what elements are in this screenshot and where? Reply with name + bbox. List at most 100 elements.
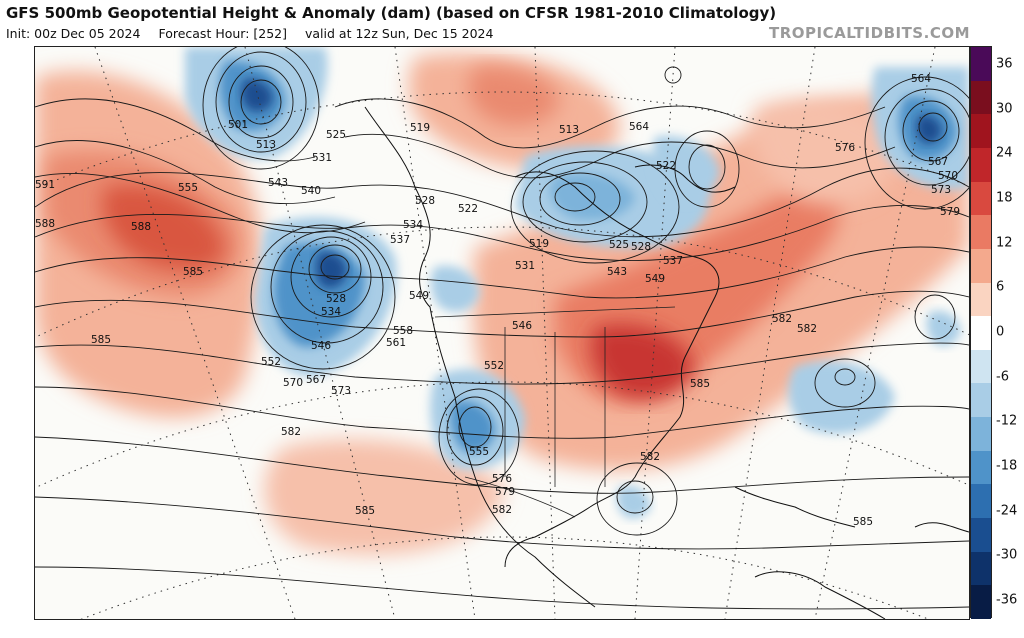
colorbar-segment xyxy=(971,114,991,149)
contour-label: 528 xyxy=(415,195,435,207)
contour-label: 531 xyxy=(515,260,535,272)
contour-label: 558 xyxy=(393,325,413,337)
contour-label: 582 xyxy=(492,504,512,516)
contour-label: 567 xyxy=(306,374,326,386)
contour-label: 546 xyxy=(311,340,331,352)
contour-label: 585 xyxy=(690,378,710,390)
contour-label: 588 xyxy=(35,218,55,230)
contour-label: 549 xyxy=(645,273,665,285)
contour-label: 528 xyxy=(326,293,346,305)
colorbar-label: -24 xyxy=(996,503,1018,519)
init-time: Init: 00z Dec 05 2024 xyxy=(6,26,141,41)
contour-label: 591 xyxy=(35,179,55,191)
colorbar-label: 12 xyxy=(996,235,1013,251)
contour-label: 570 xyxy=(283,377,303,389)
coastlines xyxy=(364,106,969,619)
colorbar-label: -18 xyxy=(996,458,1018,474)
contour-label: 582 xyxy=(797,323,817,335)
contour-label: 576 xyxy=(835,142,855,154)
colorbar-segment xyxy=(971,417,991,452)
colorbar-segment xyxy=(971,551,991,586)
contour-label: 537 xyxy=(390,234,410,246)
colorbar-label: -12 xyxy=(996,413,1018,429)
colorbar-label: 36 xyxy=(996,56,1013,72)
contour-label: 564 xyxy=(629,121,649,133)
contour-label: 579 xyxy=(495,486,515,498)
colorbar-segment xyxy=(971,316,991,351)
colorbar-segment xyxy=(971,80,991,115)
colorbar-segment xyxy=(971,585,991,620)
positive-anomaly-shading xyxy=(35,53,969,555)
contour-label: 552 xyxy=(484,360,504,372)
contour-label: 567 xyxy=(928,156,948,168)
contour-label: 519 xyxy=(529,238,549,250)
contour-label: 582 xyxy=(772,313,792,325)
contour-label: 525 xyxy=(326,129,346,141)
colorbar-label: -6 xyxy=(996,369,1009,385)
contour-label: 588 xyxy=(131,221,151,233)
colorbar-segment xyxy=(971,248,991,284)
contour-labels: 591 588 588 585 585 585 585 582 582 582 … xyxy=(35,73,960,528)
colorbar-label: -36 xyxy=(996,592,1018,608)
colorbar-segment xyxy=(971,349,991,384)
colorbar-segment xyxy=(971,383,991,418)
contour-label: 585 xyxy=(91,334,111,346)
contour-label: 534 xyxy=(403,219,423,231)
contour-label: 513 xyxy=(559,124,579,136)
contour-label: 525 xyxy=(609,239,629,251)
contour-label: 522 xyxy=(458,203,478,215)
contour-label: 582 xyxy=(281,426,301,438)
contour-label: 576 xyxy=(492,473,512,485)
contour-label: 585 xyxy=(853,516,873,528)
anomaly-map: 591 588 588 585 585 585 585 582 582 582 … xyxy=(34,46,970,620)
contour-label: 552 xyxy=(261,356,281,368)
colorbar-segment xyxy=(971,450,991,485)
contour-label: 561 xyxy=(386,337,406,349)
contour-label: 546 xyxy=(512,320,532,332)
colorbar-segment xyxy=(971,282,991,317)
contour-label: 522 xyxy=(656,160,676,172)
colorbar-label: 18 xyxy=(996,190,1013,206)
forecast-hour: Forecast Hour: [252] xyxy=(158,26,288,41)
colorbar-label: 24 xyxy=(996,145,1013,161)
contour-label: 537 xyxy=(663,255,683,267)
colorbar xyxy=(970,46,992,620)
colorbar-segment xyxy=(971,47,991,82)
contour-label: 519 xyxy=(410,122,430,134)
colorbar-segment xyxy=(971,147,991,183)
chart-subtitle: Init: 00z Dec 05 2024 Forecast Hour: [25… xyxy=(6,26,507,41)
colorbar-segment xyxy=(971,181,991,216)
contour-label: 555 xyxy=(469,446,489,458)
contour-label: 555 xyxy=(178,182,198,194)
contour-label: 579 xyxy=(940,206,960,218)
valid-time: valid at 12z Sun, Dec 15 2024 xyxy=(305,26,494,41)
colorbar-label: 30 xyxy=(996,101,1013,117)
political-borders xyxy=(434,306,676,518)
site-watermark: TROPICALTIDBITS.COM xyxy=(769,24,970,42)
colorbar-labels: 36 30 24 18 12 6 0 -6 -12 -18 -24 -30 -36 xyxy=(996,46,1024,618)
contour-label: 564 xyxy=(911,73,931,85)
contour-label: 543 xyxy=(607,266,627,278)
colorbar-label: -30 xyxy=(996,547,1018,563)
contour-label: 582 xyxy=(640,451,660,463)
colorbar-label: 0 xyxy=(996,324,1005,340)
contour-label: 540 xyxy=(301,185,321,197)
contour-label: 543 xyxy=(268,177,288,189)
colorbar-segment xyxy=(971,518,991,553)
contour-label: 570 xyxy=(938,170,958,182)
contour-label: 585 xyxy=(183,266,203,278)
contour-label: 534 xyxy=(321,306,341,318)
contour-label: 573 xyxy=(331,385,351,397)
colorbar-label: 6 xyxy=(996,279,1005,295)
contour-label: 573 xyxy=(931,184,951,196)
chart-title: GFS 500mb Geopotential Height & Anomaly … xyxy=(6,4,777,22)
colorbar-segment xyxy=(971,484,991,519)
contour-label: 501 xyxy=(228,119,248,131)
contour-label: 528 xyxy=(631,241,651,253)
colorbar-segment xyxy=(971,215,991,250)
contour-label: 513 xyxy=(256,139,276,151)
height-contours xyxy=(35,47,969,610)
contour-label: 585 xyxy=(355,505,375,517)
contour-label: 531 xyxy=(312,152,332,164)
contour-label: 549 xyxy=(409,290,429,302)
